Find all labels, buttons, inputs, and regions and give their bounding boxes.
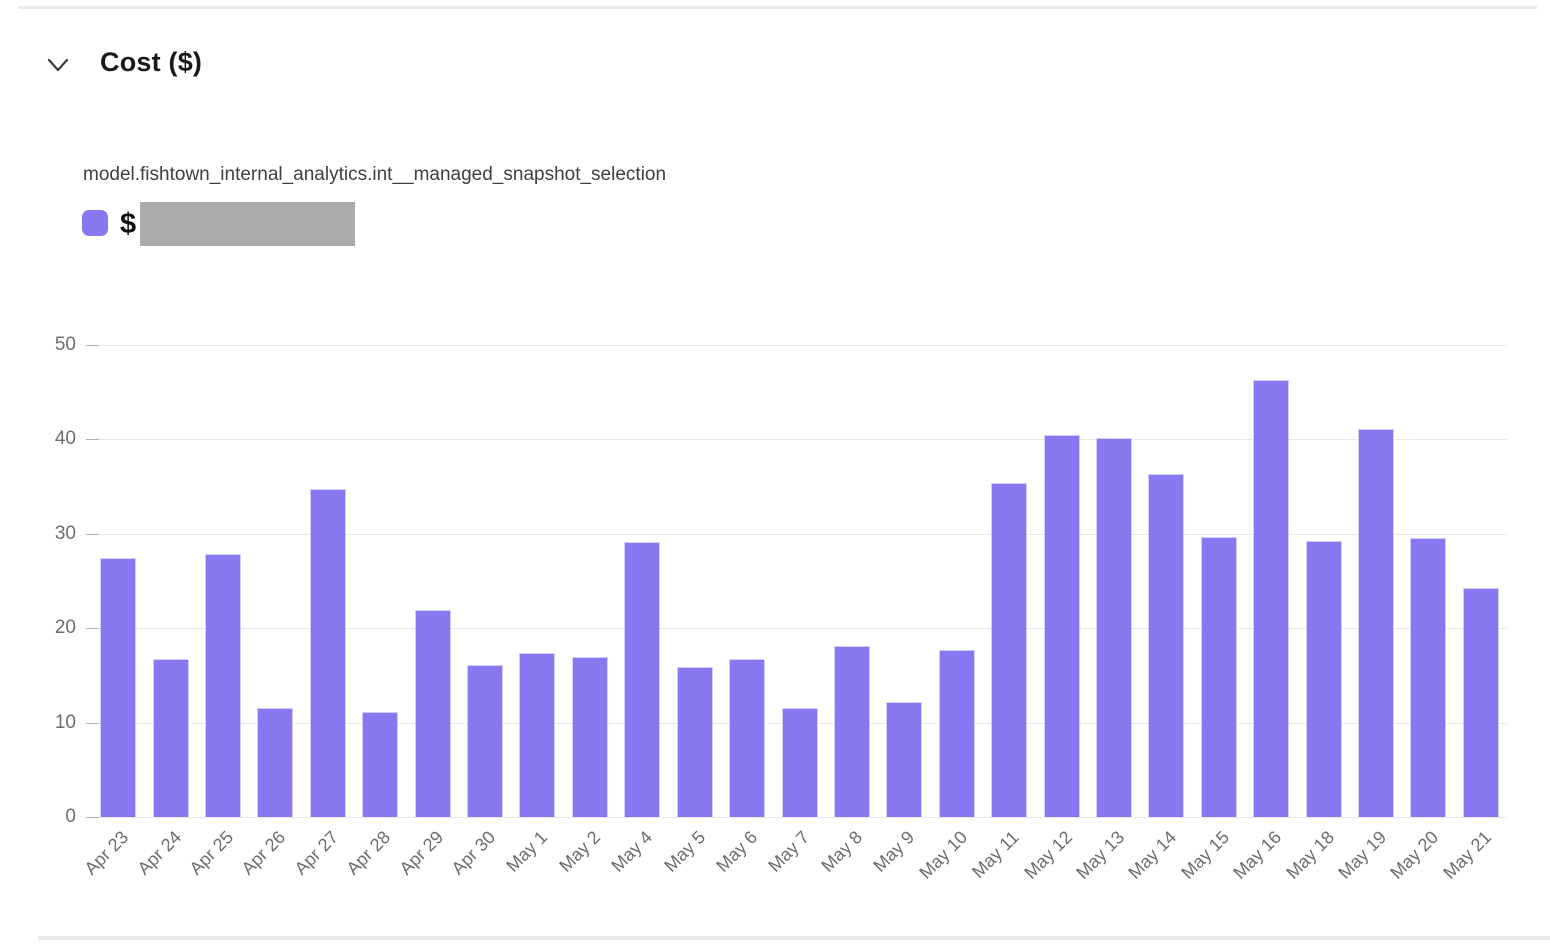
- bar[interactable]: [886, 701, 923, 817]
- legend-series-name: model.fishtown_internal_analytics.int__m…: [83, 164, 667, 185]
- x-axis-label: May 5: [660, 827, 709, 876]
- cost-bar-chart: 0 10 20 30 40 50 Apr 23 Apr 24 Apr 25 Apr 26 Apr 2…: [55, 334, 1507, 883]
- x-axis-label: May 21: [1439, 827, 1495, 883]
- bar[interactable]: [362, 712, 399, 817]
- bar[interactable]: [1357, 429, 1394, 817]
- x-axis-label: May 1: [502, 827, 552, 876]
- y-axis-label: 40: [54, 428, 76, 450]
- y-axis-label: 30: [54, 522, 76, 544]
- bar[interactable]: [938, 649, 975, 817]
- bar[interactable]: [991, 482, 1028, 817]
- bar[interactable]: [1095, 437, 1132, 817]
- bar[interactable]: [519, 652, 556, 817]
- bar[interactable]: [729, 659, 766, 817]
- grid-line: [92, 439, 1507, 441]
- bar[interactable]: [833, 646, 870, 817]
- x-axis-label: Apr 24: [133, 827, 185, 879]
- y-axis-label: 50: [54, 334, 76, 355]
- x-axis-label: May 10: [914, 827, 971, 883]
- x-axis-label: May 12: [1019, 827, 1076, 883]
- y-axis-tick: [86, 722, 99, 724]
- y-axis-label: 20: [54, 617, 76, 639]
- x-axis-label: May 11: [968, 827, 1024, 882]
- y-axis-label: 0: [65, 806, 76, 827]
- top-divider: [18, 6, 1537, 9]
- bar[interactable]: [1253, 379, 1290, 817]
- y-axis-tick: [86, 345, 99, 346]
- bar[interactable]: [100, 558, 137, 817]
- x-axis-label: May 13: [1072, 827, 1129, 883]
- x-axis-label: Apr 27: [290, 827, 342, 879]
- x-axis-label: May 9: [869, 827, 919, 876]
- bar[interactable]: [1410, 537, 1447, 817]
- bar[interactable]: [1200, 536, 1237, 817]
- x-axis-label: May 15: [1177, 827, 1233, 883]
- y-axis-tick: [86, 533, 99, 535]
- section-header: Cost ($): [46, 46, 202, 78]
- x-axis-label: Apr 30: [447, 827, 500, 879]
- section-title: Cost ($): [100, 46, 203, 77]
- bar[interactable]: [152, 659, 189, 817]
- bar[interactable]: [624, 542, 661, 817]
- x-axis-label: May 7: [764, 827, 814, 876]
- x-axis-label: Apr 25: [185, 827, 238, 879]
- bar[interactable]: [414, 610, 451, 817]
- legend-swatch: [82, 210, 108, 236]
- bar[interactable]: [257, 708, 294, 817]
- bar[interactable]: [205, 553, 242, 817]
- bar[interactable]: [781, 708, 818, 817]
- bar[interactable]: [571, 656, 608, 817]
- y-axis-tick: [86, 628, 99, 630]
- x-axis-label: Apr 29: [395, 827, 447, 879]
- redacted-value-box: [140, 202, 355, 246]
- x-axis-label: Apr 23: [80, 827, 133, 879]
- bar[interactable]: [309, 489, 346, 817]
- x-axis-label: Apr 28: [342, 827, 395, 879]
- bottom-divider: [38, 936, 1550, 940]
- y-axis-label: 10: [54, 711, 76, 733]
- bar[interactable]: [1148, 474, 1185, 817]
- grid-line: [92, 628, 1507, 630]
- grid-line: [92, 533, 1507, 535]
- y-axis-tick: [86, 817, 99, 818]
- x-axis-label: May 18: [1281, 827, 1338, 883]
- y-axis-tick: [86, 439, 99, 441]
- x-axis-label: May 20: [1386, 827, 1443, 883]
- x-axis-label: May 16: [1229, 827, 1286, 883]
- bar[interactable]: [676, 666, 713, 817]
- legend-value-prefix: $: [120, 208, 137, 240]
- bar[interactable]: [1305, 541, 1342, 817]
- x-axis-label: May 8: [817, 827, 867, 876]
- bar[interactable]: [467, 665, 504, 817]
- x-axis-label: May 2: [555, 827, 605, 876]
- x-axis-label: May 14: [1124, 827, 1181, 883]
- chevron-down-icon[interactable]: [46, 50, 70, 78]
- grid-line: [92, 345, 1507, 346]
- bar[interactable]: [1043, 434, 1080, 817]
- grid-line: [92, 817, 1507, 818]
- x-axis-label: May 19: [1334, 827, 1391, 883]
- bar[interactable]: [1462, 587, 1499, 817]
- legend-item[interactable]: $: [82, 202, 482, 246]
- x-axis-label: May 6: [712, 827, 762, 876]
- x-axis-label: Apr 26: [237, 827, 290, 879]
- x-axis-label: May 4: [607, 827, 657, 876]
